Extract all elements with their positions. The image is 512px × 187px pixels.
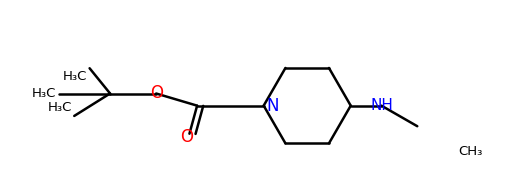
Text: H₃C: H₃C <box>47 101 72 114</box>
Text: H₃C: H₃C <box>62 70 87 83</box>
Text: NH: NH <box>370 98 393 113</box>
Text: CH₃: CH₃ <box>458 145 483 158</box>
Text: O: O <box>150 85 163 102</box>
Text: O: O <box>180 128 194 145</box>
Text: H₃C: H₃C <box>32 87 56 100</box>
Text: N: N <box>266 97 279 115</box>
